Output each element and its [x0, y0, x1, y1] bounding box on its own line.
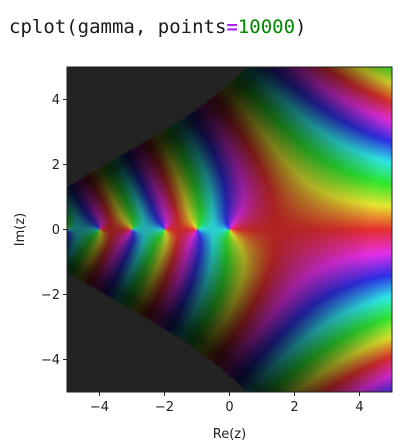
- keyword-operator: =: [226, 16, 238, 38]
- y-tick-label: 2: [52, 158, 60, 173]
- x-axis-ticks: −4 −2 0 2 4: [90, 392, 364, 415]
- y-tick-label: 4: [52, 93, 60, 108]
- y-tick-label: −4: [41, 353, 60, 368]
- y-axis-label: Im(z): [13, 213, 28, 246]
- x-tick-label: 4: [355, 400, 363, 415]
- y-tick-label: 0: [52, 223, 60, 238]
- x-tick-label: −4: [90, 400, 109, 415]
- plot-area: [66, 66, 393, 393]
- argument-name: gamma: [77, 16, 135, 38]
- y-axis-ticks: −4 −2 0 2 4: [41, 93, 67, 368]
- open-paren: (: [66, 16, 78, 38]
- function-name: cplot: [9, 16, 67, 38]
- x-tick-label: −2: [155, 400, 174, 415]
- x-tick-label: 2: [290, 400, 298, 415]
- keyword-value: 10000: [237, 16, 296, 38]
- code-cell-input[interactable]: cplot(gamma, points=10000): [9, 14, 307, 40]
- phase-plot-image: [67, 67, 392, 392]
- argument-separator: ,: [134, 16, 158, 38]
- x-tick-label: 0: [225, 400, 233, 415]
- close-paren: ): [295, 16, 307, 38]
- y-tick-label: −2: [41, 288, 60, 303]
- keyword-name: points: [157, 16, 227, 38]
- x-axis-label: Re(z): [213, 427, 246, 442]
